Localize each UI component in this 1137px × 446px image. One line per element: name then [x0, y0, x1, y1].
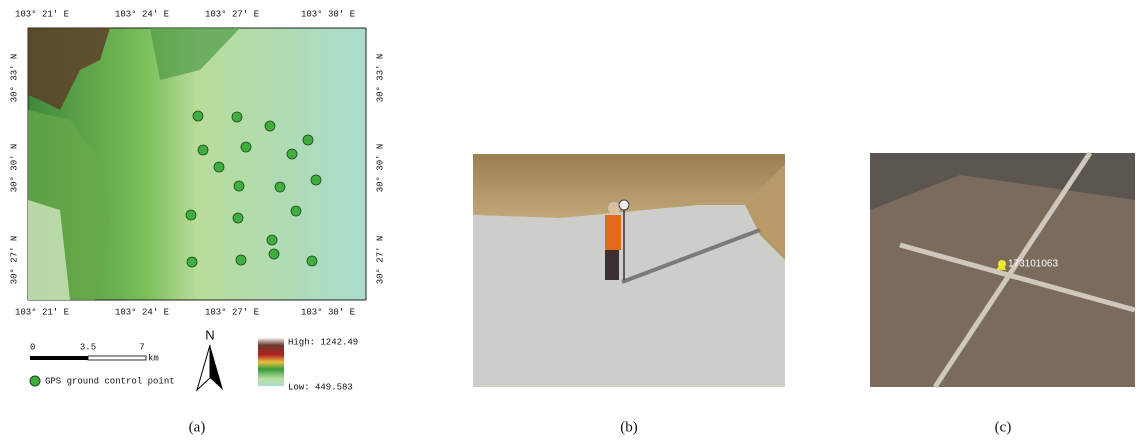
gps-receiver [619, 200, 629, 210]
lat-label: 30° 30′ N [9, 144, 19, 193]
lon-label: 103° 30′ E [301, 307, 355, 317]
satellite-panel: 173101063 (c) [870, 153, 1135, 435]
caption: (b) [620, 419, 638, 435]
road [473, 205, 785, 387]
caption: (c) [995, 419, 1012, 435]
scale-bar [88, 356, 146, 360]
person [605, 215, 621, 250]
lon-label: 103° 24′ E [115, 307, 169, 317]
north-label: N [205, 327, 214, 342]
lat-label: 30° 30′ N [375, 144, 385, 193]
caption: (a) [189, 419, 206, 435]
lon-label: 103° 21′ E [15, 307, 69, 317]
elevation-high: High: 1242.49 [288, 337, 358, 347]
pin [998, 260, 1006, 268]
map-panel: 103° 21′ E 103° 24′ E 103° 27′ E 103° 30… [9, 9, 385, 435]
lon-label: 103° 27′ E [205, 307, 259, 317]
scale-label: km [148, 353, 159, 363]
scale-label: 7 [139, 342, 144, 352]
scale-bar [30, 356, 88, 360]
lon-label: 103° 27′ E [205, 9, 259, 19]
lon-label: 103° 21′ E [15, 9, 69, 19]
scale-label: 3.5 [80, 342, 96, 352]
legend-symbol [30, 376, 40, 386]
lat-label: 30° 33′ N [375, 54, 385, 103]
color-bar [258, 338, 284, 386]
lon-label: 103° 24′ E [115, 9, 169, 19]
scale-label: 0 [30, 342, 35, 352]
person [608, 202, 620, 214]
person [605, 250, 619, 280]
elevation-low: Low: 449.583 [288, 382, 353, 392]
photo-panel: (b) [473, 154, 785, 435]
north-arrow [210, 345, 223, 390]
lat-label: 30° 27′ N [9, 236, 19, 285]
pin-label: 173101063 [1008, 259, 1058, 270]
legend-label: GPS ground control point [45, 376, 175, 386]
lat-label: 30° 27′ N [375, 236, 385, 285]
figure: 103° 21′ E 103° 24′ E 103° 27′ E 103° 30… [0, 0, 1137, 441]
lon-label: 103° 30′ E [301, 9, 355, 19]
lat-label: 30° 33′ N [9, 54, 19, 103]
north-arrow [197, 345, 210, 390]
